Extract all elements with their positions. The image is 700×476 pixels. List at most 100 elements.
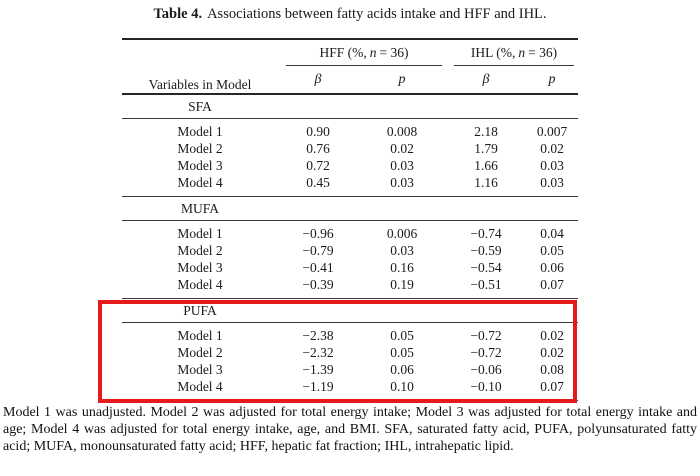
cell-p-hff: 0.02 <box>390 141 414 156</box>
section-filler <box>278 197 578 221</box>
cell-beta-ihl: 1.66 <box>474 158 498 173</box>
cell-beta-ihl: −0.51 <box>470 277 502 292</box>
cell-beta-ihl: −0.06 <box>470 362 502 377</box>
model-label: Model 4 <box>177 175 223 190</box>
section-filler <box>278 299 578 323</box>
cell-p-ihl: 0.08 <box>540 362 564 377</box>
table-caption-label: Table 4. <box>153 6 203 22</box>
cell-beta-ihl: 2.18 <box>474 124 498 139</box>
ihl-header-pre: IHL (%, <box>470 45 516 60</box>
cell-p-hff: 0.006 <box>386 226 418 241</box>
cell-beta-hff: 0.45 <box>306 175 330 190</box>
cell-beta-hff: −1.19 <box>302 379 334 394</box>
cell-p-hff: 0.10 <box>390 379 414 394</box>
model-label: Model 2 <box>177 345 223 360</box>
cell-p-ihl: 0.03 <box>540 158 564 173</box>
col-header-variables: Variables in Model <box>148 77 252 92</box>
cell-p-ihl: 0.02 <box>540 345 564 360</box>
cell-p-hff: 0.05 <box>390 345 414 360</box>
section-row-mufa: MUFA <box>122 197 578 221</box>
model-row: Model 2 −2.32 0.05 −0.72 0.02 <box>122 344 578 361</box>
col-header-hff: HFF (%, n = 36) <box>278 39 446 66</box>
model-label: Model 3 <box>177 260 223 275</box>
cell-beta-ihl: −0.74 <box>470 226 502 241</box>
model-label: Model 3 <box>177 158 223 173</box>
cell-beta-ihl: −0.59 <box>470 243 502 258</box>
cell-beta-hff: −2.38 <box>302 328 334 343</box>
cell-beta-hff: 0.76 <box>306 141 330 156</box>
cell-beta-hff: −2.32 <box>302 345 334 360</box>
col-header-p-hff: p <box>398 71 406 87</box>
cell-beta-hff: −1.39 <box>302 362 334 377</box>
results-table: Variables in Model HFF (%, n = 36) IHL (%,… <box>122 38 578 401</box>
cell-beta-ihl: −0.54 <box>470 260 502 275</box>
ihl-header-n: n <box>518 45 526 60</box>
cell-p-hff: 0.16 <box>390 260 414 275</box>
cell-beta-ihl: −0.72 <box>470 328 502 343</box>
cell-p-ihl: 0.04 <box>540 226 564 241</box>
hff-header-post: = 36) <box>379 45 409 60</box>
hff-header-n: n <box>369 45 377 60</box>
model-label: Model 1 <box>177 226 223 241</box>
model-row: Model 4 −0.39 0.19 −0.51 0.07 <box>122 276 578 299</box>
cell-p-ihl: 0.03 <box>540 175 564 190</box>
model-label: Model 1 <box>177 328 223 343</box>
model-label: Model 1 <box>177 124 223 139</box>
model-row: Model 3 −0.41 0.16 −0.54 0.06 <box>122 259 578 276</box>
model-label: Model 2 <box>177 141 223 156</box>
cell-p-hff: 0.008 <box>386 124 418 139</box>
cell-p-ihl: 0.05 <box>540 243 564 258</box>
cell-beta-ihl: 1.79 <box>474 141 498 156</box>
table-header: Variables in Model HFF (%, n = 36) IHL (%,… <box>122 39 578 94</box>
model-label: Model 2 <box>177 243 223 258</box>
table-body: SFA Model 1 0.90 0.008 2.18 0.007 Model … <box>122 94 578 401</box>
cell-beta-hff: −0.39 <box>302 277 334 292</box>
model-label: Model 4 <box>177 379 223 394</box>
cell-p-hff: 0.06 <box>390 362 414 377</box>
cell-p-ihl: 0.02 <box>540 141 564 156</box>
model-label: Model 3 <box>177 362 223 377</box>
cell-beta-ihl: 1.16 <box>474 175 498 190</box>
col-header-ihl: IHL (%, n = 36) <box>446 39 578 66</box>
model-row: Model 2 0.76 0.02 1.79 0.02 <box>122 140 578 157</box>
model-row: Model 3 −1.39 0.06 −0.06 0.08 <box>122 361 578 378</box>
cell-p-ihl: 0.07 <box>540 277 564 292</box>
section-row-pufa: PUFA <box>122 299 578 323</box>
section-filler <box>278 94 578 119</box>
cell-beta-hff: 0.72 <box>306 158 330 173</box>
model-row: Model 2 −0.79 0.03 −0.59 0.05 <box>122 242 578 259</box>
table-caption: Table 4. Associations between fatty acids… <box>0 4 700 24</box>
model-row: Model 1 0.90 0.008 2.18 0.007 <box>122 119 578 141</box>
section-label-sfa: SFA <box>188 98 212 114</box>
hff-header-underline: HFF (%, n = 36) <box>286 45 442 66</box>
col-header-beta-ihl: β <box>482 71 490 87</box>
cell-p-hff: 0.03 <box>390 175 414 190</box>
ihl-header-underline: IHL (%, n = 36) <box>454 45 574 66</box>
table-footnote: Model 1 was unadjusted. Model 2 was adju… <box>3 405 697 454</box>
group-header-row: Variables in Model HFF (%, n = 36) IHL (%,… <box>122 39 578 92</box>
cell-beta-hff: −0.96 <box>302 226 334 241</box>
cell-p-hff: 0.05 <box>390 328 414 343</box>
cell-p-hff: 0.03 <box>390 158 414 173</box>
sub-header-row: β p β p <box>122 66 578 94</box>
cell-p-ihl: 0.06 <box>540 260 564 275</box>
model-row: Model 4 −1.19 0.10 −0.10 0.07 <box>122 378 578 401</box>
cell-p-ihl: 0.07 <box>540 379 564 394</box>
section-row-sfa: SFA <box>122 94 578 119</box>
cell-p-ihl: 0.007 <box>536 124 568 139</box>
hff-header-pre: HFF (%, <box>319 45 367 60</box>
section-label-pufa: PUFA <box>183 302 217 318</box>
cell-beta-ihl: −0.72 <box>470 345 502 360</box>
cell-beta-hff: 0.90 <box>306 124 330 139</box>
model-row: Model 3 0.72 0.03 1.66 0.03 <box>122 157 578 174</box>
col-header-p-ihl: p <box>548 71 556 87</box>
model-row: Model 4 0.45 0.03 1.16 0.03 <box>122 174 578 197</box>
model-label: Model 4 <box>177 277 223 292</box>
cell-p-hff: 0.03 <box>390 243 414 258</box>
col-header-beta-hff: β <box>314 71 322 87</box>
model-row: Model 1 −2.38 0.05 −0.72 0.02 <box>122 323 578 345</box>
section-label-mufa: MUFA <box>180 200 219 216</box>
cell-p-hff: 0.19 <box>390 277 414 292</box>
cell-beta-hff: −0.79 <box>302 243 334 258</box>
